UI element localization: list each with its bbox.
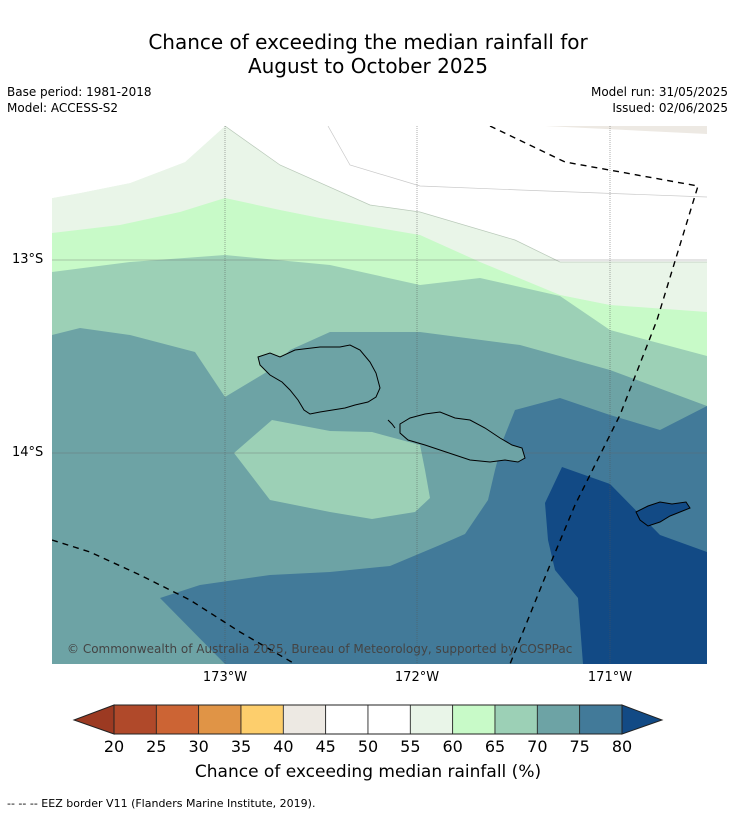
colorbar-high-extension xyxy=(621,704,664,735)
band-75-80 xyxy=(160,398,707,664)
lon-label-171w: 171°W xyxy=(587,670,633,685)
lon-label-173w: 173°W xyxy=(202,670,248,685)
meta-left: Base period: 1981-2018 Model: ACCESS-S2 xyxy=(7,84,152,116)
colorbar-cell-70-75 xyxy=(536,704,581,735)
model-name: Model: ACCESS-S2 xyxy=(7,101,119,115)
title-line-2: August to October 2025 xyxy=(247,54,489,78)
colorbar-cell-45-50 xyxy=(325,704,369,735)
colorbar-tick-40: 40 xyxy=(273,737,294,756)
colorbar-cell-20-25 xyxy=(113,704,157,735)
meta-right: Model run: 31/05/2025 Issued: 02/06/2025 xyxy=(591,84,728,116)
colorbar-cell-75-80 xyxy=(579,704,623,735)
colorbar-tick-70: 70 xyxy=(527,737,548,756)
colorbar-cell-25-30 xyxy=(155,704,200,735)
issued-date: Issued: 02/06/2025 xyxy=(612,101,728,115)
colorbar-tick-60: 60 xyxy=(442,737,463,756)
title-line-1: Chance of exceeding the median rainfall … xyxy=(148,30,588,54)
colorbar-tick-45: 45 xyxy=(315,737,336,756)
eez-border-west xyxy=(52,539,296,664)
eez-footnote: -- -- -- EEZ border V11 (Flanders Marine… xyxy=(7,797,316,810)
colorbar-cell-55-60 xyxy=(409,704,454,735)
colorbar-cell-60-65 xyxy=(452,704,496,735)
tutuila-island xyxy=(635,501,691,527)
colorbar-tick-65: 65 xyxy=(484,737,506,756)
model-run: Model run: 31/05/2025 xyxy=(590,85,728,99)
colorbar-label: Chance of exceeding median rainfall (%) xyxy=(194,762,542,782)
colorbar-cell-50-55 xyxy=(367,704,411,735)
colorbar-tick-75: 75 xyxy=(569,737,590,756)
band-65-70-patch xyxy=(234,420,430,519)
colorbar-tick-25: 25 xyxy=(146,737,167,756)
colorbar-cell-35-40 xyxy=(240,704,284,735)
manono-island xyxy=(387,419,396,429)
band-45-55 xyxy=(52,126,707,262)
eez-border-samoa xyxy=(489,126,699,664)
colorbar-cell-65-70 xyxy=(494,704,538,735)
base-period: Base period: 1981-2018 xyxy=(7,85,152,99)
colorbar-tick-30: 30 xyxy=(188,737,209,756)
colorbar-tick-35: 35 xyxy=(230,737,252,756)
colorbar-low-extension xyxy=(72,704,115,735)
chart-title: Chance of exceeding the median rainfall … xyxy=(0,30,736,78)
colorbar-tick-80: 80 xyxy=(611,737,633,756)
lat-label-13s: 13°S xyxy=(12,252,44,267)
colorbar xyxy=(72,704,664,735)
colorbar-tick-55: 55 xyxy=(400,737,421,756)
upolu-island xyxy=(399,411,526,463)
colorbar-tick-20: 20 xyxy=(103,737,125,756)
savaii-island xyxy=(257,344,381,415)
colorbar-cell-30-35 xyxy=(198,704,242,735)
copyright-notice: © Commonwealth of Australia 2025, Bureau… xyxy=(67,642,573,656)
colorbar-tick-50: 50 xyxy=(357,737,379,756)
band-above-80 xyxy=(545,467,707,664)
band-40-45 xyxy=(545,126,707,134)
lon-label-172w: 172°W xyxy=(394,670,440,685)
colorbar-cell-40-45 xyxy=(282,704,327,735)
lat-label-14s: 14°S xyxy=(12,445,44,460)
